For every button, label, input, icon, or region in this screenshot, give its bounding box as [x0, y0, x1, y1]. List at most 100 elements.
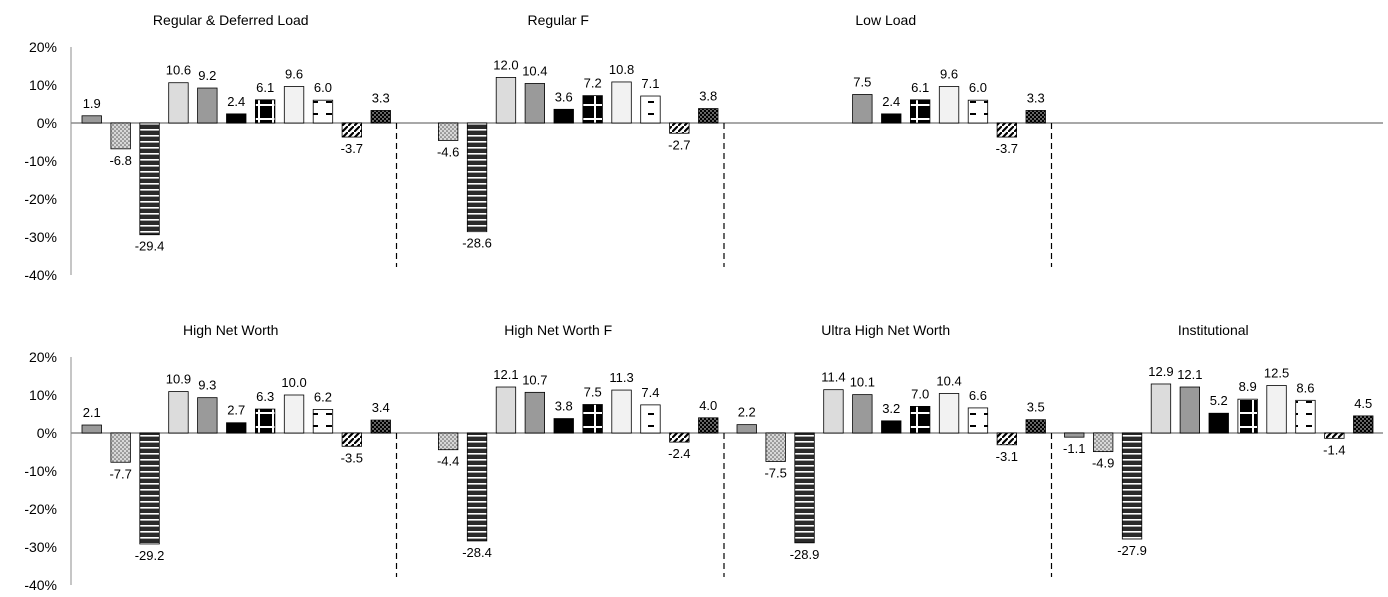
- y-tick-label: -40%: [24, 267, 57, 283]
- data-label: -28.4: [462, 545, 492, 560]
- bar: [466, 432, 488, 542]
- data-label: 11.4: [821, 370, 845, 385]
- y-tick-label: 0%: [37, 425, 57, 441]
- bar: [823, 389, 844, 434]
- bar: [582, 404, 603, 434]
- bar: [370, 110, 391, 124]
- bar: [1179, 386, 1200, 434]
- data-label: -2.7: [668, 137, 690, 152]
- data-label: 9.6: [940, 67, 958, 82]
- data-label: 7.5: [584, 385, 602, 400]
- bar: [312, 99, 334, 124]
- data-label: 6.2: [314, 389, 332, 404]
- panel-title: Institutional: [1178, 322, 1249, 338]
- data-label: 10.9: [166, 372, 191, 387]
- data-label: 6.6: [969, 388, 987, 403]
- data-label: 12.1: [1177, 367, 1202, 382]
- bar: [881, 113, 902, 124]
- bar: [495, 386, 517, 434]
- bar: [967, 99, 989, 124]
- data-label: -6.8: [109, 153, 131, 168]
- bar: [370, 419, 391, 434]
- data-label: 8.6: [1296, 380, 1314, 395]
- data-label: 12.9: [1148, 364, 1173, 379]
- bar: [495, 77, 517, 124]
- bar: [437, 432, 459, 451]
- data-label: 6.1: [911, 80, 929, 95]
- bar: [736, 424, 757, 434]
- y-tick-label: 0%: [37, 115, 57, 131]
- data-label: 4.5: [1354, 396, 1372, 411]
- bar: [197, 397, 218, 434]
- bar: [341, 432, 363, 447]
- bar: [611, 389, 632, 434]
- bar: [996, 432, 1017, 446]
- bar: [226, 422, 247, 434]
- bar: [1025, 110, 1046, 124]
- bar: [1266, 385, 1287, 434]
- y-tick-label: 20%: [29, 349, 57, 365]
- data-label: -28.9: [790, 547, 820, 562]
- data-label: 12.0: [493, 57, 518, 72]
- bar: [669, 432, 690, 443]
- bar: [611, 81, 632, 124]
- data-label: 10.0: [281, 375, 306, 390]
- y-tick-label: -10%: [24, 463, 57, 479]
- data-label: -3.7: [996, 141, 1018, 156]
- data-label: 3.2: [882, 401, 900, 416]
- panel-title: High Net Worth F: [504, 322, 612, 338]
- panel-title: High Net Worth: [183, 322, 278, 338]
- bar: [910, 99, 931, 124]
- bar: [524, 391, 545, 434]
- data-label: 3.5: [1027, 400, 1045, 415]
- data-label: -27.9: [1117, 543, 1147, 558]
- y-tick-label: -20%: [24, 501, 57, 517]
- bar: [640, 404, 661, 434]
- data-label: 2.4: [882, 94, 900, 109]
- bar: [996, 122, 1017, 138]
- bar: [139, 122, 160, 236]
- data-label: 7.0: [911, 386, 929, 401]
- bar: [669, 122, 690, 134]
- bar: [341, 122, 363, 138]
- panel-title: Low Load: [855, 12, 916, 28]
- bar: [1150, 383, 1172, 434]
- data-label: 1.9: [83, 96, 101, 111]
- data-label: 6.3: [256, 389, 274, 404]
- data-label: 7.5: [853, 75, 871, 90]
- bar: [1353, 415, 1374, 434]
- bar: [110, 432, 131, 463]
- data-label: 2.7: [227, 403, 245, 418]
- data-label: -3.5: [341, 450, 363, 465]
- data-label: 3.3: [1027, 90, 1045, 105]
- bar: [1324, 432, 1345, 439]
- data-label: 10.8: [609, 62, 634, 77]
- y-tick-label: -10%: [24, 153, 57, 169]
- data-label: -3.1: [996, 449, 1018, 464]
- bar: [1295, 399, 1316, 434]
- y-tick-label: 10%: [29, 387, 57, 403]
- data-label: -4.6: [437, 144, 459, 159]
- data-label: 9.3: [198, 378, 216, 393]
- data-label: 2.1: [83, 405, 101, 420]
- data-label: 3.4: [372, 400, 390, 415]
- y-tick-label: 10%: [29, 77, 57, 93]
- data-label: 5.2: [1210, 393, 1228, 408]
- bar: [967, 407, 989, 434]
- bar: [938, 86, 960, 124]
- data-label: 10.6: [166, 63, 191, 78]
- bar: [226, 113, 247, 124]
- data-label: -4.9: [1092, 456, 1114, 471]
- bar: [553, 418, 574, 434]
- data-label: 8.9: [1239, 379, 1257, 394]
- bar: [110, 122, 131, 150]
- data-label: 10.7: [522, 372, 547, 387]
- bar: [698, 417, 719, 434]
- data-label: -1.1: [1063, 441, 1085, 456]
- bar: [582, 95, 603, 124]
- bar: [81, 424, 102, 434]
- panel-title: Regular & Deferred Load: [153, 12, 309, 28]
- bar: [1208, 412, 1229, 434]
- data-label: 10.4: [936, 373, 961, 388]
